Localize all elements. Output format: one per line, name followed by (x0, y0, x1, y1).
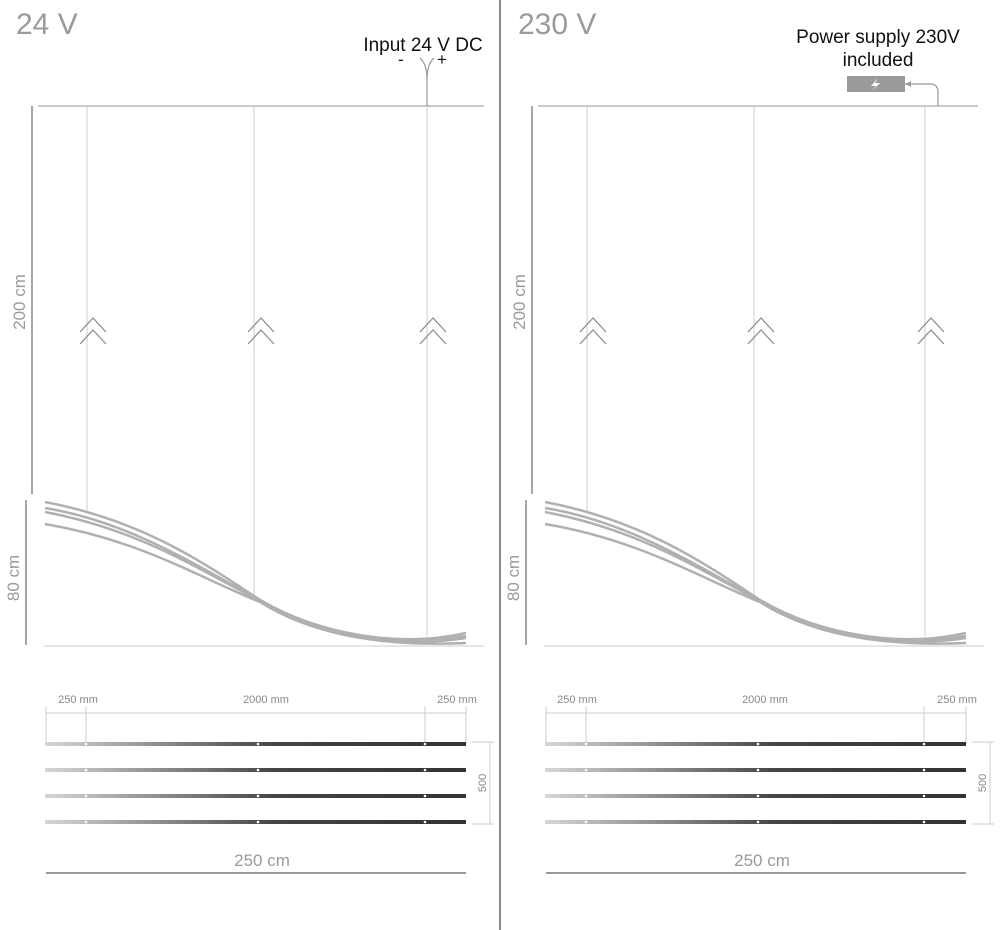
lamp-bar (45, 768, 466, 772)
segment-mid-label: 2000 mm (742, 694, 788, 706)
segment-right-label: 250 mm (437, 694, 477, 706)
break-mark-icon (579, 317, 945, 345)
top-view-dimensions (545, 706, 967, 744)
top-view-bars (545, 742, 966, 824)
spacing-label: 500 (977, 774, 989, 792)
height-label: 200 cm (510, 274, 529, 330)
top-view-dimensions (45, 706, 467, 744)
segment-right-label: 250 mm (937, 694, 977, 706)
power-cable (905, 83, 939, 106)
panel-title: 230 V (518, 8, 597, 41)
lamp-bar (545, 742, 966, 746)
length-label: 250 cm (734, 851, 790, 870)
power-note-line1: Power supply 230V (796, 27, 960, 48)
lamp-bar (45, 794, 466, 798)
length-label: 250 cm (234, 851, 290, 870)
top-view-bars (45, 742, 466, 824)
drop-label: 80 cm (504, 555, 523, 601)
plus-label: + (437, 50, 447, 69)
power-note-line2: included (842, 50, 914, 71)
segment-mid-label: 2000 mm (243, 694, 289, 706)
spacing-dimension (472, 741, 494, 825)
segment-left-label: 250 mm (58, 694, 98, 706)
lamp-bar (545, 768, 966, 772)
spacing-label: 500 (477, 774, 489, 792)
lamp-bar (45, 742, 466, 746)
left-panel: 200 cm 80 cm 250 mm (4, 57, 494, 874)
curved-lamp-bars (544, 500, 967, 645)
panel-title: 24 V (16, 8, 78, 41)
height-label: 200 cm (10, 274, 29, 330)
spacing-dimension (972, 741, 994, 825)
right-panel: 200 cm 80 cm 250 mm 2000 mm 250 mm (504, 76, 994, 874)
segment-left-label: 250 mm (557, 694, 597, 706)
curved-lamp-bars (44, 500, 467, 645)
lightning-icon (871, 78, 880, 91)
power-note: Input 24 V DC (363, 35, 483, 56)
power-note: Power supply 230V included (786, 26, 970, 72)
lamp-bar (545, 820, 966, 824)
input-cable (419, 57, 435, 106)
lamp-bar (545, 794, 966, 798)
drop-label: 80 cm (4, 555, 23, 601)
lamp-bar (45, 820, 466, 824)
minus-label: - (398, 50, 404, 69)
cable-arrow-icon (905, 81, 911, 87)
break-mark-icon (79, 317, 447, 345)
